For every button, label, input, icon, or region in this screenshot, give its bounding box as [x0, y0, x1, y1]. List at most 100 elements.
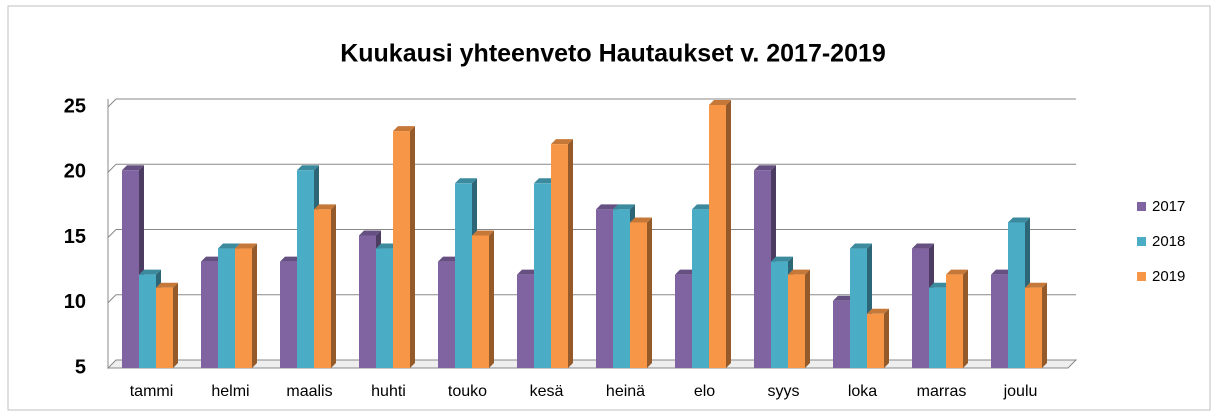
bar-top — [297, 165, 319, 171]
bar — [517, 274, 534, 368]
bar-top — [139, 269, 161, 275]
legend-swatch — [1137, 202, 1146, 211]
bar-top — [692, 204, 714, 210]
x-tick-label: maalis — [286, 383, 332, 400]
bar-top — [833, 295, 855, 301]
bar-top — [912, 243, 934, 249]
bar — [359, 235, 376, 368]
bar-top — [455, 178, 477, 184]
x-tick-label: loka — [848, 383, 877, 400]
bar — [139, 274, 156, 368]
x-tick-label: joulu — [1003, 383, 1038, 400]
bar-top — [596, 204, 618, 210]
bar-top — [1025, 282, 1047, 288]
bar-top — [630, 217, 652, 223]
bar-top — [771, 256, 793, 262]
y-tick-label: 20 — [64, 161, 86, 183]
bar-top — [218, 243, 240, 249]
bar — [692, 209, 709, 368]
bar-top — [675, 269, 697, 275]
bar-top — [235, 243, 257, 249]
bar-top — [472, 230, 494, 236]
bar — [156, 287, 173, 368]
bar-top — [1008, 217, 1030, 223]
bar-side — [647, 217, 652, 368]
bar — [912, 248, 929, 368]
bar — [455, 183, 472, 368]
bar — [630, 222, 647, 368]
bar-top — [551, 139, 573, 145]
bar — [946, 274, 963, 368]
bar — [280, 261, 297, 368]
bar-top — [709, 100, 731, 105]
bar — [218, 248, 235, 368]
bar-side — [252, 243, 257, 368]
x-tick-label: heinä — [606, 383, 645, 400]
bar — [771, 261, 788, 368]
bar-top — [788, 269, 810, 275]
chart-title: Kuukausi yhteenveto Hautaukset v. 2017-2… — [340, 40, 886, 68]
x-tick-label: marras — [917, 383, 967, 400]
bar-side — [331, 204, 336, 368]
bar — [551, 144, 568, 368]
bar-top — [122, 165, 144, 171]
bar-top — [754, 165, 776, 171]
x-tick-label: huhti — [371, 383, 406, 400]
bar — [850, 248, 867, 368]
bar — [393, 131, 410, 368]
bar-top — [280, 256, 302, 262]
bar-top — [517, 269, 539, 275]
x-tick-label: tammi — [130, 383, 174, 400]
bar-side — [410, 126, 415, 368]
bar — [1008, 222, 1025, 368]
bar — [991, 274, 1008, 368]
bar-top — [359, 230, 381, 236]
bar-top — [314, 204, 336, 210]
bar — [675, 274, 692, 368]
legend-label: 2017 — [1152, 198, 1185, 215]
bar-side — [963, 269, 968, 368]
bar-top — [946, 269, 968, 275]
bar — [788, 274, 805, 368]
grid-line — [107, 98, 117, 108]
bar — [833, 300, 850, 368]
bar-side — [726, 100, 731, 368]
bar — [297, 170, 314, 368]
bar-top — [929, 282, 951, 288]
x-tick-label: syys — [768, 383, 800, 400]
bar — [376, 248, 393, 368]
bar-side — [489, 230, 494, 368]
bar-top — [376, 243, 398, 249]
bar — [754, 170, 771, 368]
y-tick-label: 5 — [75, 356, 86, 378]
grid-line — [107, 229, 117, 238]
bar-top — [393, 126, 415, 132]
bar — [122, 170, 139, 368]
x-tick-label: helmi — [211, 383, 249, 400]
legend-label: 2019 — [1152, 268, 1185, 285]
x-tick-label: elo — [694, 383, 715, 400]
y-tick-label: 10 — [64, 291, 86, 313]
legend-label: 2018 — [1152, 233, 1185, 250]
bar — [438, 261, 455, 368]
bar — [201, 261, 218, 368]
bar-side — [1042, 282, 1047, 368]
grid-line — [107, 163, 117, 173]
y-tick-label: 25 — [64, 95, 86, 117]
bar — [534, 183, 551, 368]
bar-top — [850, 243, 872, 249]
bar — [472, 235, 489, 368]
x-tick-label: touko — [448, 383, 487, 400]
bar-top — [613, 204, 635, 210]
legend-swatch — [1137, 237, 1146, 246]
bar-top — [156, 282, 178, 288]
bar-top — [534, 178, 556, 184]
bar — [867, 313, 884, 368]
grid-line — [107, 294, 117, 304]
bar-top — [867, 308, 889, 314]
bar — [1025, 287, 1042, 368]
bar-side — [568, 139, 573, 368]
bar-side — [805, 269, 810, 368]
bar — [596, 209, 613, 368]
